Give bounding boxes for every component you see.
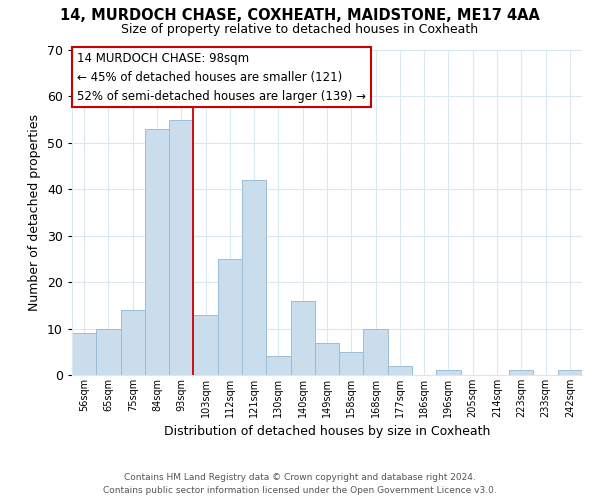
Bar: [558, 370, 582, 375]
Text: Size of property relative to detached houses in Coxheath: Size of property relative to detached ho…: [121, 22, 479, 36]
Bar: [339, 352, 364, 375]
Y-axis label: Number of detached properties: Number of detached properties: [28, 114, 41, 311]
Bar: [72, 333, 96, 375]
Bar: [145, 129, 169, 375]
Bar: [242, 180, 266, 375]
Bar: [96, 328, 121, 375]
Bar: [315, 342, 339, 375]
Bar: [169, 120, 193, 375]
Bar: [509, 370, 533, 375]
Bar: [266, 356, 290, 375]
Bar: [364, 328, 388, 375]
X-axis label: Distribution of detached houses by size in Coxheath: Distribution of detached houses by size …: [164, 426, 490, 438]
Bar: [436, 370, 461, 375]
Bar: [218, 259, 242, 375]
Bar: [193, 314, 218, 375]
Bar: [121, 310, 145, 375]
Text: Contains HM Land Registry data © Crown copyright and database right 2024.
Contai: Contains HM Land Registry data © Crown c…: [103, 474, 497, 495]
Text: 14 MURDOCH CHASE: 98sqm
← 45% of detached houses are smaller (121)
52% of semi-d: 14 MURDOCH CHASE: 98sqm ← 45% of detache…: [77, 52, 366, 102]
Text: 14, MURDOCH CHASE, COXHEATH, MAIDSTONE, ME17 4AA: 14, MURDOCH CHASE, COXHEATH, MAIDSTONE, …: [60, 8, 540, 22]
Bar: [388, 366, 412, 375]
Bar: [290, 300, 315, 375]
